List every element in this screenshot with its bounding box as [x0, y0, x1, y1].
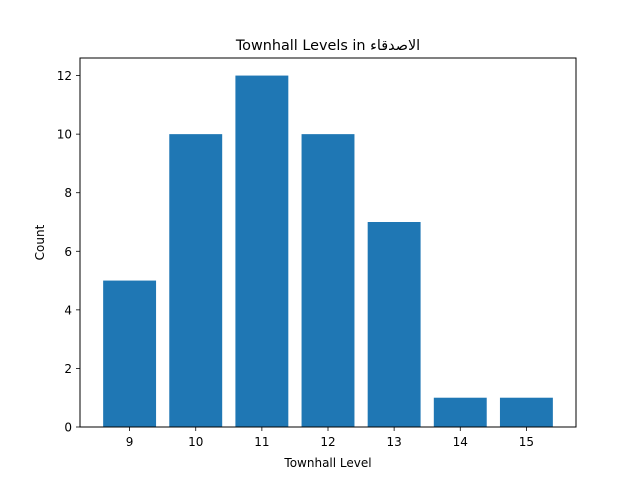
- y-axis-ticks: 0 2 4 6 8 10 12: [57, 69, 80, 435]
- y-tick-label: 12: [57, 69, 72, 83]
- bar-9: [103, 280, 157, 427]
- bar-10: [169, 134, 223, 427]
- x-tick-label: 9: [126, 435, 134, 449]
- bars-group: [103, 75, 553, 427]
- x-tick-label: 13: [386, 435, 401, 449]
- x-tick-label: 15: [519, 435, 534, 449]
- chart-title: Townhall Levels in الاصدقاء: [235, 38, 420, 54]
- y-axis-label: Count: [33, 224, 47, 260]
- x-tick-label: 12: [320, 435, 335, 449]
- x-tick-label: 14: [453, 435, 468, 449]
- bar-12: [301, 134, 355, 427]
- x-axis-ticks: 9 10 11 12 13 14 15: [126, 427, 534, 449]
- x-tick-label: 11: [254, 435, 269, 449]
- plot-frame: [79, 57, 577, 428]
- bar-11: [235, 75, 289, 427]
- x-tick-label: 10: [188, 435, 203, 449]
- y-tick-label: 10: [57, 128, 72, 142]
- y-tick-label: 8: [64, 186, 72, 200]
- x-axis-label: Townhall Level: [283, 456, 371, 470]
- bar-15: [499, 397, 553, 427]
- bar-13: [367, 222, 421, 427]
- y-tick-label: 0: [64, 421, 72, 435]
- y-tick-label: 2: [64, 362, 72, 376]
- y-tick-label: 6: [64, 245, 72, 259]
- y-tick-label: 4: [64, 303, 72, 317]
- bar-14: [433, 397, 487, 427]
